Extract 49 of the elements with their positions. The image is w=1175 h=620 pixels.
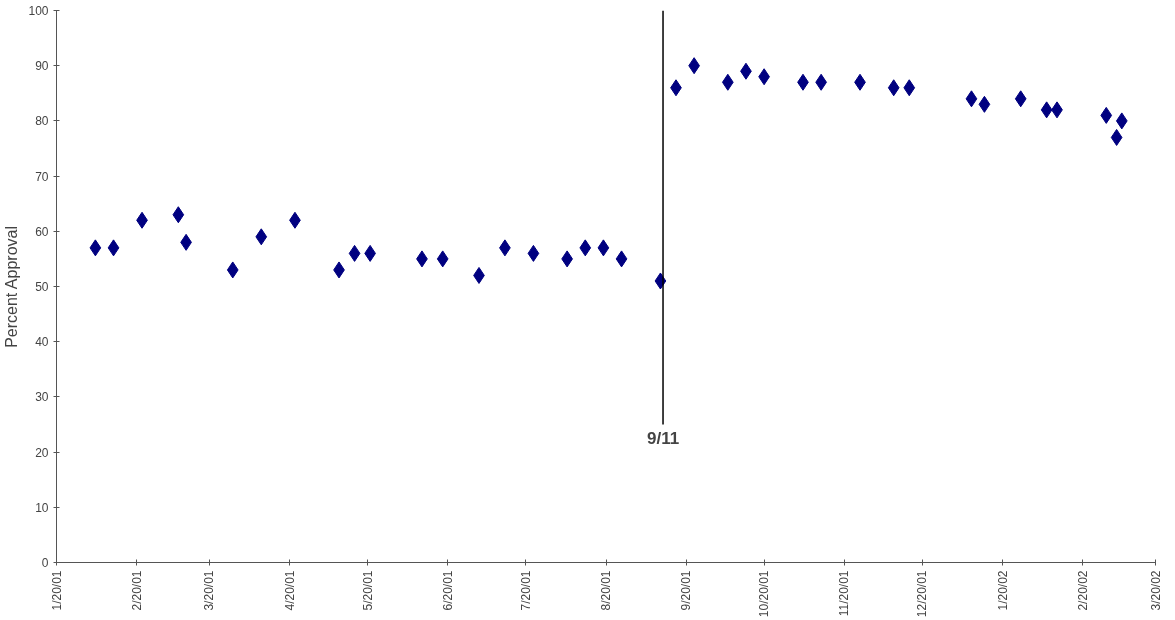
y-tick-label: 70	[35, 169, 49, 184]
point	[978, 95, 991, 113]
y-tick-label: 30	[35, 390, 49, 405]
point	[579, 239, 592, 257]
point	[89, 239, 102, 257]
x-tick-label: 2/20/02	[1075, 570, 1090, 611]
point	[527, 244, 540, 262]
x-tick-label: 12/20/01	[915, 570, 930, 618]
point	[597, 239, 610, 257]
point	[107, 239, 120, 257]
y-tick-label: 90	[35, 59, 49, 74]
y-axis-title: Percent Approval	[3, 226, 21, 348]
point	[348, 244, 361, 262]
x-tick-label: 2/20/01	[129, 570, 144, 611]
x-tick-label: 10/20/01	[757, 570, 772, 618]
point	[1100, 106, 1113, 124]
point	[1115, 112, 1128, 130]
point	[255, 228, 268, 246]
x-tick-label: 3/20/02	[1148, 570, 1163, 611]
point	[172, 206, 185, 224]
point	[887, 79, 900, 97]
x-tick-label: 7/20/01	[518, 570, 533, 611]
point	[436, 250, 449, 268]
ref-line-label: 9/11	[646, 428, 680, 448]
point	[721, 73, 734, 91]
x-tick-label: 8/20/01	[599, 570, 613, 611]
x-tick-label: 5/20/01	[360, 570, 375, 611]
point	[903, 79, 916, 97]
x-tick-label: 9/20/01	[679, 570, 694, 611]
x-tick-label: 3/20/01	[202, 570, 217, 611]
point	[1014, 90, 1027, 108]
point	[1040, 101, 1053, 119]
point	[965, 90, 978, 108]
x-tick-label: 11/20/01	[837, 570, 852, 617]
y-tick-label: 50	[35, 280, 49, 294]
point	[226, 261, 239, 279]
x-tick-label: 4/20/01	[282, 570, 297, 611]
y-tick-label: 60	[35, 224, 49, 239]
x-tick-label: 1/20/01	[49, 570, 64, 611]
y-tick-label: 10	[35, 500, 49, 515]
y-tick-label: 80	[35, 114, 49, 129]
x-tick-label: 1/20/02	[995, 570, 1010, 611]
y-tick-label: 40	[35, 335, 49, 350]
point	[1110, 128, 1123, 146]
y-tick-label: 0	[41, 556, 49, 570]
x-tick-label: 6/20/01	[440, 570, 455, 611]
y-tick-label: 100	[28, 4, 49, 18]
y-tick-label: 20	[35, 445, 49, 460]
point	[615, 250, 628, 268]
